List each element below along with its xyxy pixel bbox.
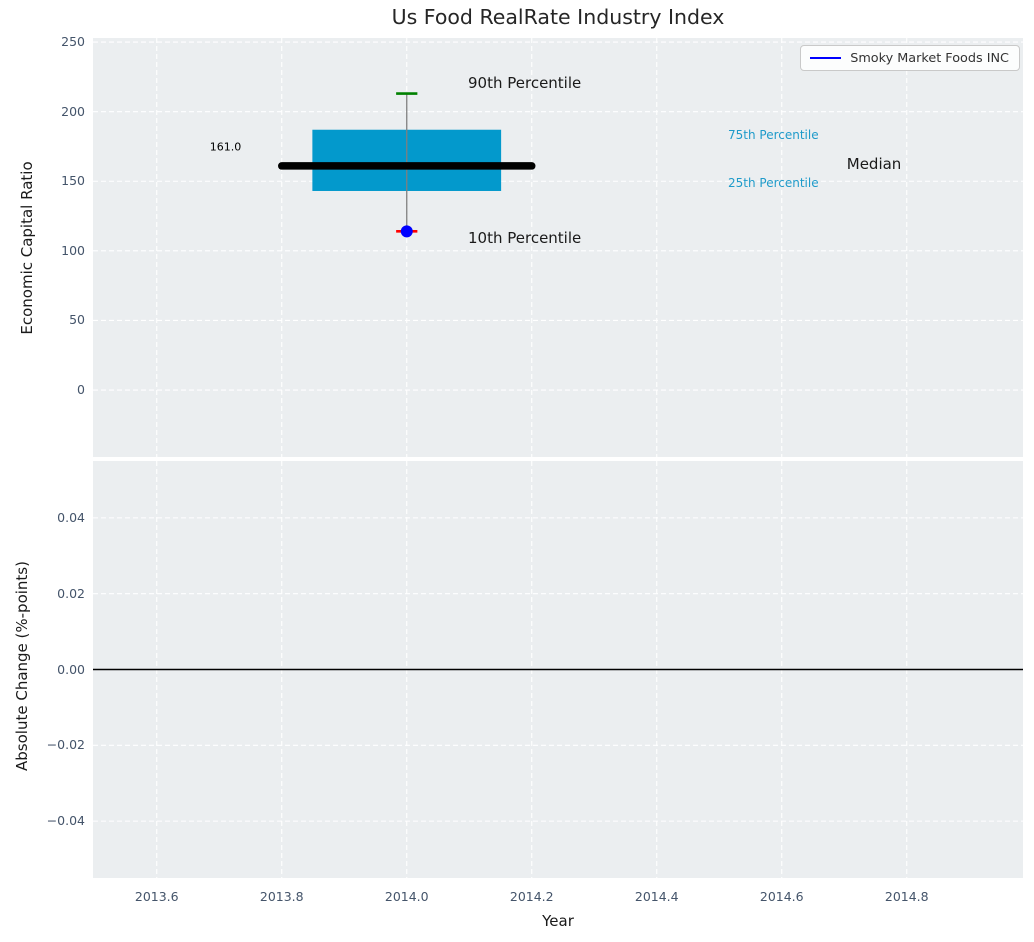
y-tick-label: 0 <box>77 382 85 398</box>
company-marker <box>400 225 413 238</box>
annotation-161-0: 161.0 <box>209 140 242 154</box>
annotation-median: Median <box>846 154 902 173</box>
x-tick-label: 2013.8 <box>259 889 304 904</box>
annotation-75th-percentile: 75th Percentile <box>728 128 819 143</box>
y-tick-label: 0.04 <box>57 509 85 525</box>
legend: Smoky Market Foods INC <box>800 45 1020 71</box>
x-tick-label: 2014.0 <box>384 889 429 904</box>
change-plot-canvas <box>93 461 1023 878</box>
x-tick-label: 2014.2 <box>509 889 554 904</box>
y-tick-label: −0.04 <box>46 813 85 829</box>
y-tick-label: 100 <box>61 242 85 258</box>
legend-label: Smoky Market Foods INC <box>850 50 1009 66</box>
x-tick-label: 2014.4 <box>634 889 679 904</box>
y-tick-label: −0.02 <box>46 737 85 753</box>
x-tick-label: 2013.6 <box>134 889 179 904</box>
y-tick-label: 250 <box>61 34 85 50</box>
chart-title: Us Food RealRate Industry Index <box>391 5 725 29</box>
annotation-10th-percentile: 10th Percentile <box>468 229 582 248</box>
legend-line-icon <box>810 57 842 59</box>
annotation-90th-percentile: 90th Percentile <box>468 74 582 93</box>
x-tick-label: 2014.6 <box>759 889 804 904</box>
y-tick-label: 150 <box>61 173 85 189</box>
y-tick-label: 50 <box>69 312 85 328</box>
y-tick-label: 200 <box>61 103 85 119</box>
x-tick-label: 2014.8 <box>884 889 929 904</box>
annotation-25th-percentile: 25th Percentile <box>728 176 819 191</box>
y-tick-label: 0.00 <box>57 661 85 677</box>
y-tick-label: 0.02 <box>57 585 85 601</box>
bottom-plot <box>93 461 1023 878</box>
top-plot: Smoky Market Foods INC <box>93 38 1023 457</box>
box-plot-canvas <box>93 38 1023 457</box>
x-axis-label: Year <box>542 912 574 930</box>
